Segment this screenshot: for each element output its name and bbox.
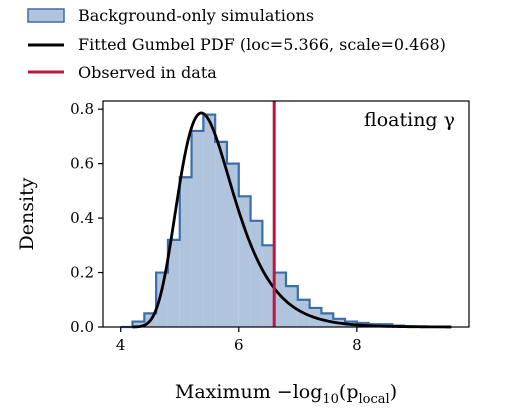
legend: Background-only simulations Fitted Gumbe…	[27, 6, 446, 82]
histogram-bar	[203, 114, 216, 327]
x-axis-label-post: )	[390, 381, 397, 403]
x-axis: 4 6 8	[116, 327, 362, 354]
x-axis-label: Maximum −log10(plocal)	[175, 381, 397, 407]
histogram-bar	[191, 130, 204, 327]
histogram-bar	[226, 163, 239, 327]
y-tick-label: 0.2	[70, 264, 94, 282]
histogram-bar	[250, 220, 263, 327]
histogram-bar	[132, 321, 145, 327]
legend-swatch-histogram	[27, 8, 65, 23]
legend-label-observed: Observed in data	[78, 63, 217, 82]
legend-label-fit: Fitted Gumbel PDF (loc=5.366, scale=0.46…	[78, 35, 446, 54]
x-axis-label-mid: (p	[339, 381, 359, 403]
x-axis-label-pre: Maximum −log	[175, 381, 322, 403]
x-tick-label: 4	[116, 336, 126, 354]
histogram-bar	[179, 177, 192, 327]
histogram-bar	[215, 141, 227, 327]
y-tick-label: 0.4	[70, 209, 94, 227]
plot-area: floating γ	[102, 100, 470, 329]
histogram-bar	[156, 272, 168, 327]
histogram-bar	[274, 272, 286, 327]
y-axis-label: Density	[16, 177, 38, 250]
x-axis-label-sub: 10	[322, 392, 339, 407]
y-tick-label: 0.0	[70, 318, 94, 336]
histogram-bar	[167, 239, 180, 327]
x-tick-label: 8	[352, 336, 362, 354]
x-tick-label: 6	[234, 336, 244, 354]
histogram-bar	[262, 245, 275, 327]
y-axis: 0.0 0.2 0.4 0.6 0.8	[70, 100, 103, 336]
y-tick-label: 0.8	[70, 100, 94, 118]
axes-frame	[102, 100, 470, 328]
histogram-bars	[132, 114, 440, 327]
histogram-bar	[238, 196, 251, 327]
y-tick-label: 0.6	[70, 155, 94, 173]
x-axis-label-sub2: local	[359, 392, 390, 407]
legend-label-histogram: Background-only simulations	[78, 6, 314, 25]
annotation: floating γ	[364, 109, 455, 131]
